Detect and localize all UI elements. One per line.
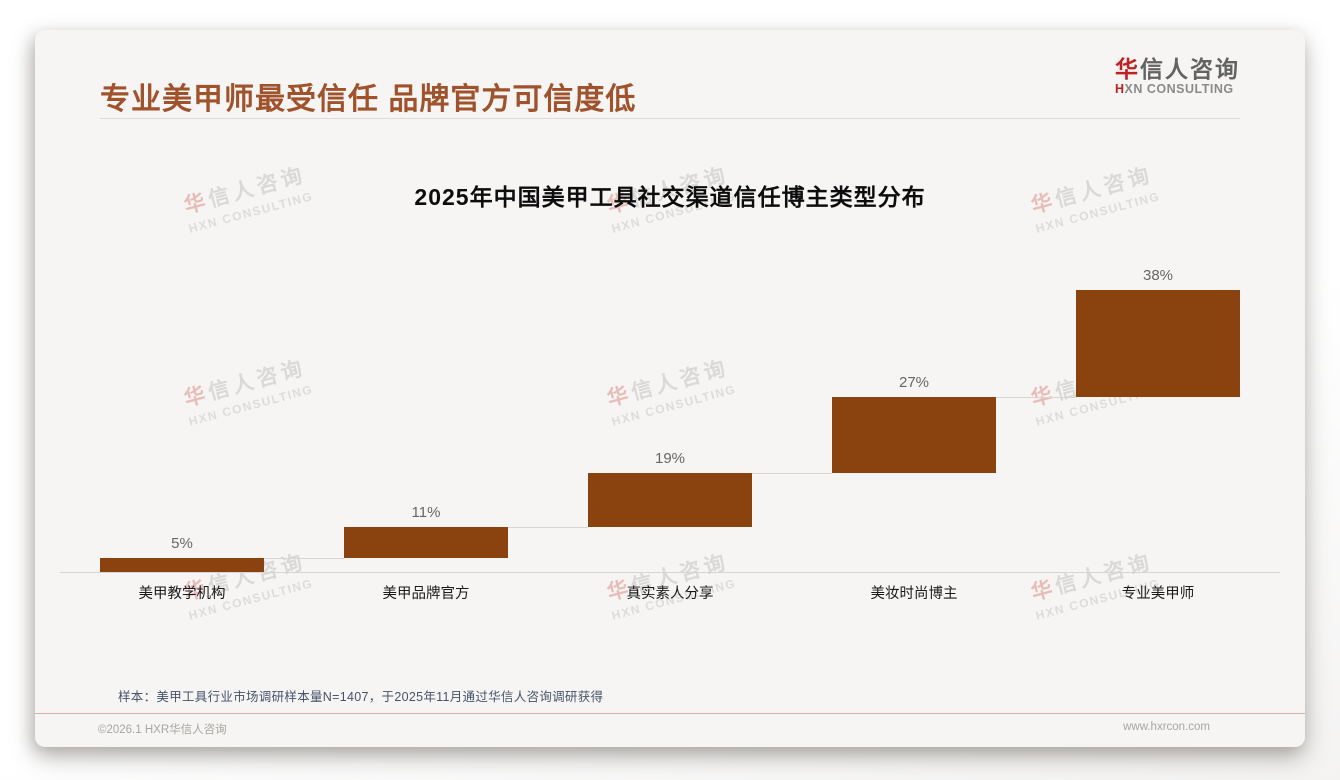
- value-label: 19%: [654, 450, 686, 468]
- category-label: 真实素人分享: [626, 586, 714, 602]
- footer-divider: [35, 713, 1305, 714]
- waterfall-chart: 5% 美甲教学机构 11% 美甲品牌官方 19% 真实素人分享 27% 美妆时尚博主 38% 专业…: [35, 30, 1305, 747]
- chart-title: 2025年中国美甲工具社交渠道信任博主类型分布: [414, 184, 926, 210]
- value-label: 11%: [411, 503, 441, 521]
- bar-美甲教学机构: [100, 557, 264, 572]
- logo-chinese-name: 华信人咨询: [1115, 56, 1240, 82]
- category-label: 专业美甲师: [1121, 586, 1195, 602]
- step-connector: [508, 526, 588, 528]
- bar-美妆时尚博主: [832, 397, 996, 474]
- bar-专业美甲师: [1076, 290, 1240, 398]
- logo-english-name: HXN CONSULTING: [1115, 82, 1240, 97]
- header-divider: [100, 118, 1240, 119]
- sample-footnote: 样本：美甲工具行业市场调研样本量N=1407，于2025年11月通过华信人咨询调…: [118, 690, 604, 704]
- footer-website: www.hxrcon.com: [1123, 721, 1210, 733]
- bar-美甲品牌官方: [344, 526, 508, 558]
- logo-en-rest: XN CONSULTING: [1124, 82, 1234, 96]
- company-logo: 华信人咨询 HXN CONSULTING: [1115, 56, 1240, 97]
- category-label: 美妆时尚博主: [870, 586, 958, 602]
- category-label: 美甲教学机构: [138, 586, 226, 602]
- logo-en-accent: H: [1115, 82, 1125, 96]
- logo-name-rest: 信人咨询: [1140, 56, 1240, 82]
- value-label: 5%: [171, 534, 193, 552]
- category-label: 美甲品牌官方: [382, 586, 470, 602]
- page-title: 专业美甲师最受信任 品牌官方可信度低: [100, 83, 637, 116]
- step-connector: [752, 473, 832, 475]
- chart-baseline: [60, 572, 1280, 573]
- report-slide-card: 华信人咨询 HXN CONSULTING 华信人咨询 HXN CONSULTING 华信…: [35, 30, 1305, 747]
- value-label: 38%: [1142, 267, 1174, 284]
- step-connector: [264, 557, 344, 559]
- logo-accent-char: 华: [1115, 56, 1140, 82]
- footer-copyright: ©2026.1 HXR华信人咨询: [98, 724, 227, 736]
- bar-真实素人分享: [588, 473, 752, 527]
- value-label: 27%: [898, 374, 930, 392]
- step-connector: [996, 397, 1076, 399]
